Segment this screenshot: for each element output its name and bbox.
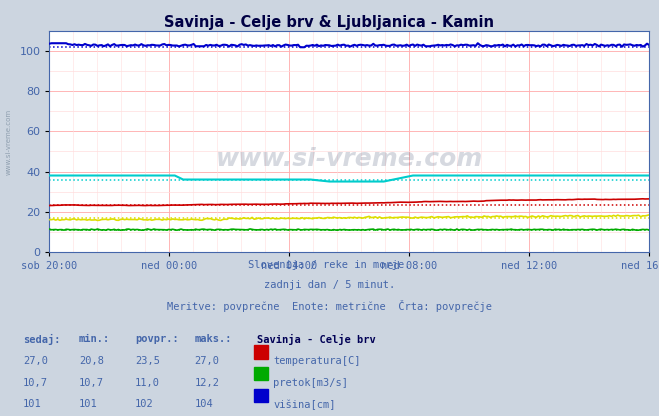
Text: višina[cm]: višina[cm] [273,399,336,410]
Text: 10,7: 10,7 [79,378,104,388]
Text: zadnji dan / 5 minut.: zadnji dan / 5 minut. [264,280,395,290]
Text: 12,2: 12,2 [194,378,219,388]
Text: Meritve: povprečne  Enote: metrične  Črta: povprečje: Meritve: povprečne Enote: metrične Črta:… [167,300,492,312]
Text: 101: 101 [79,399,98,409]
Text: 101: 101 [23,399,42,409]
Text: Savinja - Celje brv & Ljubljanica - Kamin: Savinja - Celje brv & Ljubljanica - Kami… [165,15,494,30]
Text: povpr.:: povpr.: [135,334,179,344]
Text: min.:: min.: [79,334,110,344]
Text: Slovenija / reke in morje.: Slovenija / reke in morje. [248,260,411,270]
Text: 11,0: 11,0 [135,378,160,388]
Text: temperatura[C]: temperatura[C] [273,356,361,366]
Text: 104: 104 [194,399,213,409]
Text: pretok[m3/s]: pretok[m3/s] [273,378,349,388]
Text: Savinja - Celje brv: Savinja - Celje brv [257,334,376,346]
Text: maks.:: maks.: [194,334,232,344]
Text: 20,8: 20,8 [79,356,104,366]
Text: www.si-vreme.com: www.si-vreme.com [5,109,12,174]
Text: 10,7: 10,7 [23,378,48,388]
Text: sedaj:: sedaj: [23,334,61,346]
Text: 102: 102 [135,399,154,409]
Text: www.si-vreme.com: www.si-vreme.com [215,147,483,171]
Text: 27,0: 27,0 [194,356,219,366]
Text: 27,0: 27,0 [23,356,48,366]
Text: 23,5: 23,5 [135,356,160,366]
